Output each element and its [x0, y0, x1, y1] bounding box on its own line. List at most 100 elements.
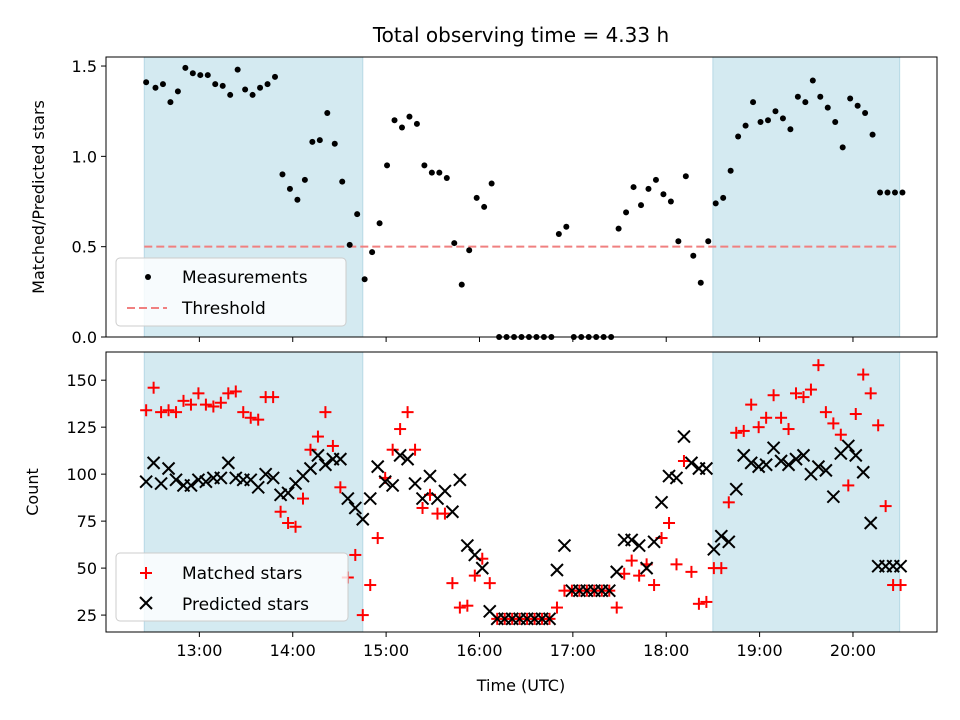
- predicted-star-point: [423, 469, 437, 483]
- measurement-point: [451, 240, 458, 247]
- measurement-point: [891, 189, 898, 196]
- matched-star-point: [177, 394, 190, 407]
- matched-star-point: [184, 398, 197, 411]
- x-tick-label: 19:00: [737, 641, 783, 660]
- predicted-star-point: [468, 548, 482, 562]
- measurement-point: [705, 238, 712, 245]
- predicted-star-point: [729, 482, 743, 496]
- measurement-point: [675, 238, 682, 245]
- predicted-star-point: [759, 458, 773, 472]
- measurement-point: [331, 140, 338, 147]
- top-y-tick-label: 0.0: [72, 328, 97, 347]
- bottom-y-axis-label: Count: [23, 468, 42, 516]
- measurement-point: [742, 122, 749, 129]
- bottom-y-tick-label: 50: [77, 559, 97, 578]
- measurement-point: [638, 202, 645, 209]
- matched-star-point: [446, 577, 459, 590]
- matched-star-point: [819, 406, 832, 419]
- matched-star-point: [663, 517, 676, 530]
- measurement-point: [809, 77, 816, 84]
- predicted-star-point: [363, 491, 377, 506]
- measurement-point: [174, 88, 181, 95]
- matched-star-point: [625, 554, 638, 567]
- measurement-point: [615, 225, 622, 232]
- matched-star-point: [618, 567, 631, 580]
- matched-star-point: [894, 579, 907, 592]
- measurement-point: [466, 247, 473, 254]
- bottom-y-tick-label: 125: [66, 418, 97, 437]
- predicted-star-point: [714, 529, 729, 543]
- measurement-point: [182, 64, 189, 71]
- x-tick-label: 17:00: [550, 641, 596, 660]
- matched-star-point: [842, 479, 855, 492]
- matched-star-point: [722, 496, 735, 509]
- predicted-star-point: [550, 563, 564, 577]
- measurement-point: [406, 113, 413, 120]
- measurement-point: [854, 102, 861, 109]
- x-tick-label: 15:00: [363, 641, 409, 660]
- predicted-star-point: [251, 480, 265, 495]
- measurement-point: [354, 211, 361, 218]
- matched-star-point: [237, 406, 250, 419]
- matched-star-point: [453, 601, 466, 614]
- matched-star-point: [782, 423, 795, 436]
- predicted-star-point: [318, 458, 333, 472]
- matched-star-point: [610, 601, 623, 614]
- measurement-point: [555, 231, 562, 238]
- matched-star-point: [461, 599, 474, 612]
- matched-star-point: [775, 411, 788, 424]
- matched-star-point: [334, 481, 347, 494]
- measurement-point: [384, 162, 391, 169]
- top-legend: Measurements Threshold: [115, 257, 347, 327]
- top-y-tick-label: 1.0: [72, 147, 97, 166]
- x-axis-label: Time (UTC): [476, 676, 565, 695]
- x-tick-label: 18:00: [643, 641, 689, 660]
- matched-star-point: [692, 597, 705, 610]
- matched-star-point: [304, 443, 317, 456]
- measurement-point: [272, 73, 279, 80]
- predicted-star-point: [258, 467, 273, 481]
- measurement-point: [869, 131, 876, 138]
- predicted-star-point: [893, 559, 908, 573]
- predicted-star-point: [789, 452, 803, 466]
- predicted-star-point: [311, 448, 325, 463]
- matched-star-point: [252, 413, 265, 426]
- measurement-point: [727, 167, 734, 174]
- measurement-point: [720, 194, 727, 201]
- matched-star-point: [737, 424, 750, 437]
- measurement-point: [257, 84, 264, 91]
- predicted-star-point: [707, 542, 721, 557]
- top-x-ticks: [198, 337, 854, 342]
- matched-star-point: [364, 579, 377, 592]
- predicted-star-point: [669, 471, 684, 485]
- measurement-point: [645, 185, 652, 192]
- predicted-star-point: [356, 512, 370, 526]
- measurement-point: [712, 200, 719, 207]
- predicted-star-point: [161, 461, 176, 476]
- matched-star-point: [879, 500, 892, 513]
- predicted-star-point: [610, 565, 624, 579]
- measurement-point: [899, 189, 906, 196]
- measurement-point: [832, 119, 839, 126]
- x-tick-label: 13:00: [176, 641, 222, 660]
- measurement-point: [143, 79, 150, 86]
- matched-star-point: [140, 404, 153, 417]
- measurement-point: [862, 110, 869, 116]
- x-tick-label: 20:00: [830, 641, 876, 660]
- measurement-point: [421, 162, 428, 169]
- matched-star-point: [274, 505, 287, 518]
- x-tick-label: 16:00: [456, 641, 502, 660]
- predicted-star-point: [333, 452, 348, 466]
- measurement-point: [324, 110, 331, 116]
- shaded-region: [712, 56, 901, 338]
- legend-threshold-label: Threshold: [181, 299, 266, 319]
- legend-predicted-label: Predicted stars: [182, 595, 309, 615]
- measurement-point: [847, 95, 854, 102]
- measurement-point: [757, 119, 764, 126]
- measurement-point: [690, 252, 697, 259]
- bottom-axes-frame: [105, 351, 938, 633]
- matched-star-point: [827, 417, 840, 430]
- matched-star-point: [416, 501, 429, 514]
- predicted-star-point: [863, 516, 878, 530]
